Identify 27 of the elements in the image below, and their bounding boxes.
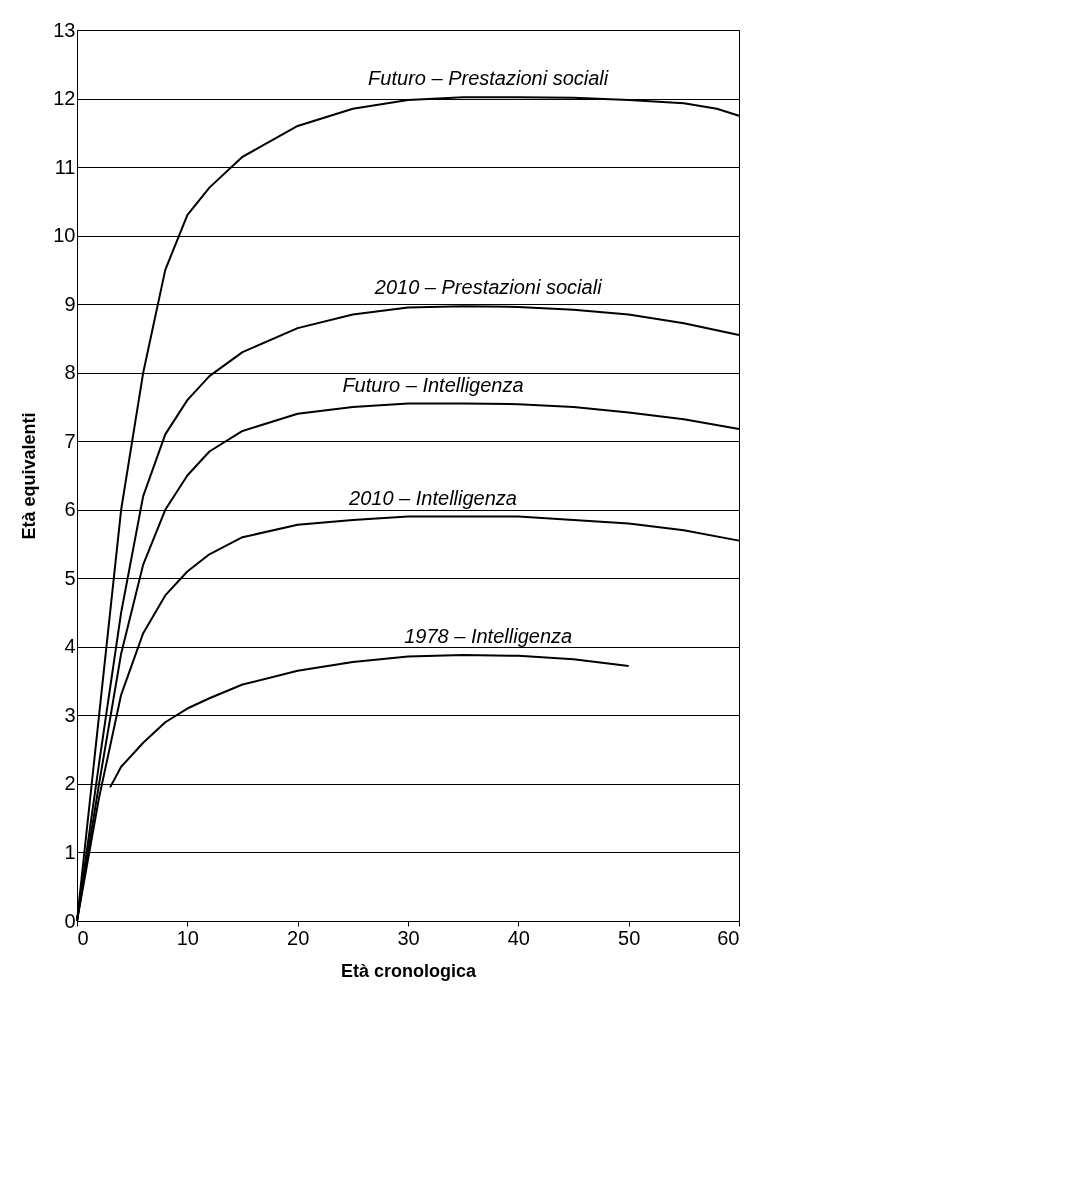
series-label: 2010 – Intelligenza: [348, 486, 517, 509]
y-tick-label: 10: [53, 224, 76, 247]
x-tick-label: 60: [717, 926, 740, 949]
series-label: Futuro – Intelligenza: [342, 373, 524, 396]
x-tick-label: 40: [507, 926, 530, 949]
x-tick-label: 10: [176, 926, 199, 949]
y-tick-label: 6: [64, 498, 76, 521]
y-tick-label: 5: [64, 566, 76, 589]
x-tick-label: 20: [287, 926, 310, 949]
y-tick-label: 8: [64, 361, 76, 384]
series-label: 2010 – Prestazioni sociali: [373, 276, 603, 299]
y-tick-label: 11: [54, 155, 76, 178]
y-tick-label: 3: [64, 703, 76, 726]
y-tick-label: 9: [64, 292, 76, 315]
series-label: 1978 – Intelligenza: [404, 625, 573, 648]
x-tick-label: 30: [397, 926, 420, 949]
y-tick-label: 2: [64, 772, 76, 795]
y-tick-label: 12: [53, 87, 76, 110]
y-tick-label: 4: [64, 635, 76, 658]
series-label: Futuro – Prestazioni sociali: [368, 67, 609, 90]
y-axis-title: Età equivalenti: [19, 412, 40, 540]
x-tick-label: 50: [618, 926, 641, 949]
y-tick-label: 1: [64, 840, 76, 863]
x-axis-title: Età cronologica: [340, 960, 477, 981]
y-tick-label: 13: [53, 18, 76, 41]
y-tick-label: 0: [64, 909, 76, 932]
y-tick-label: 7: [64, 429, 76, 452]
